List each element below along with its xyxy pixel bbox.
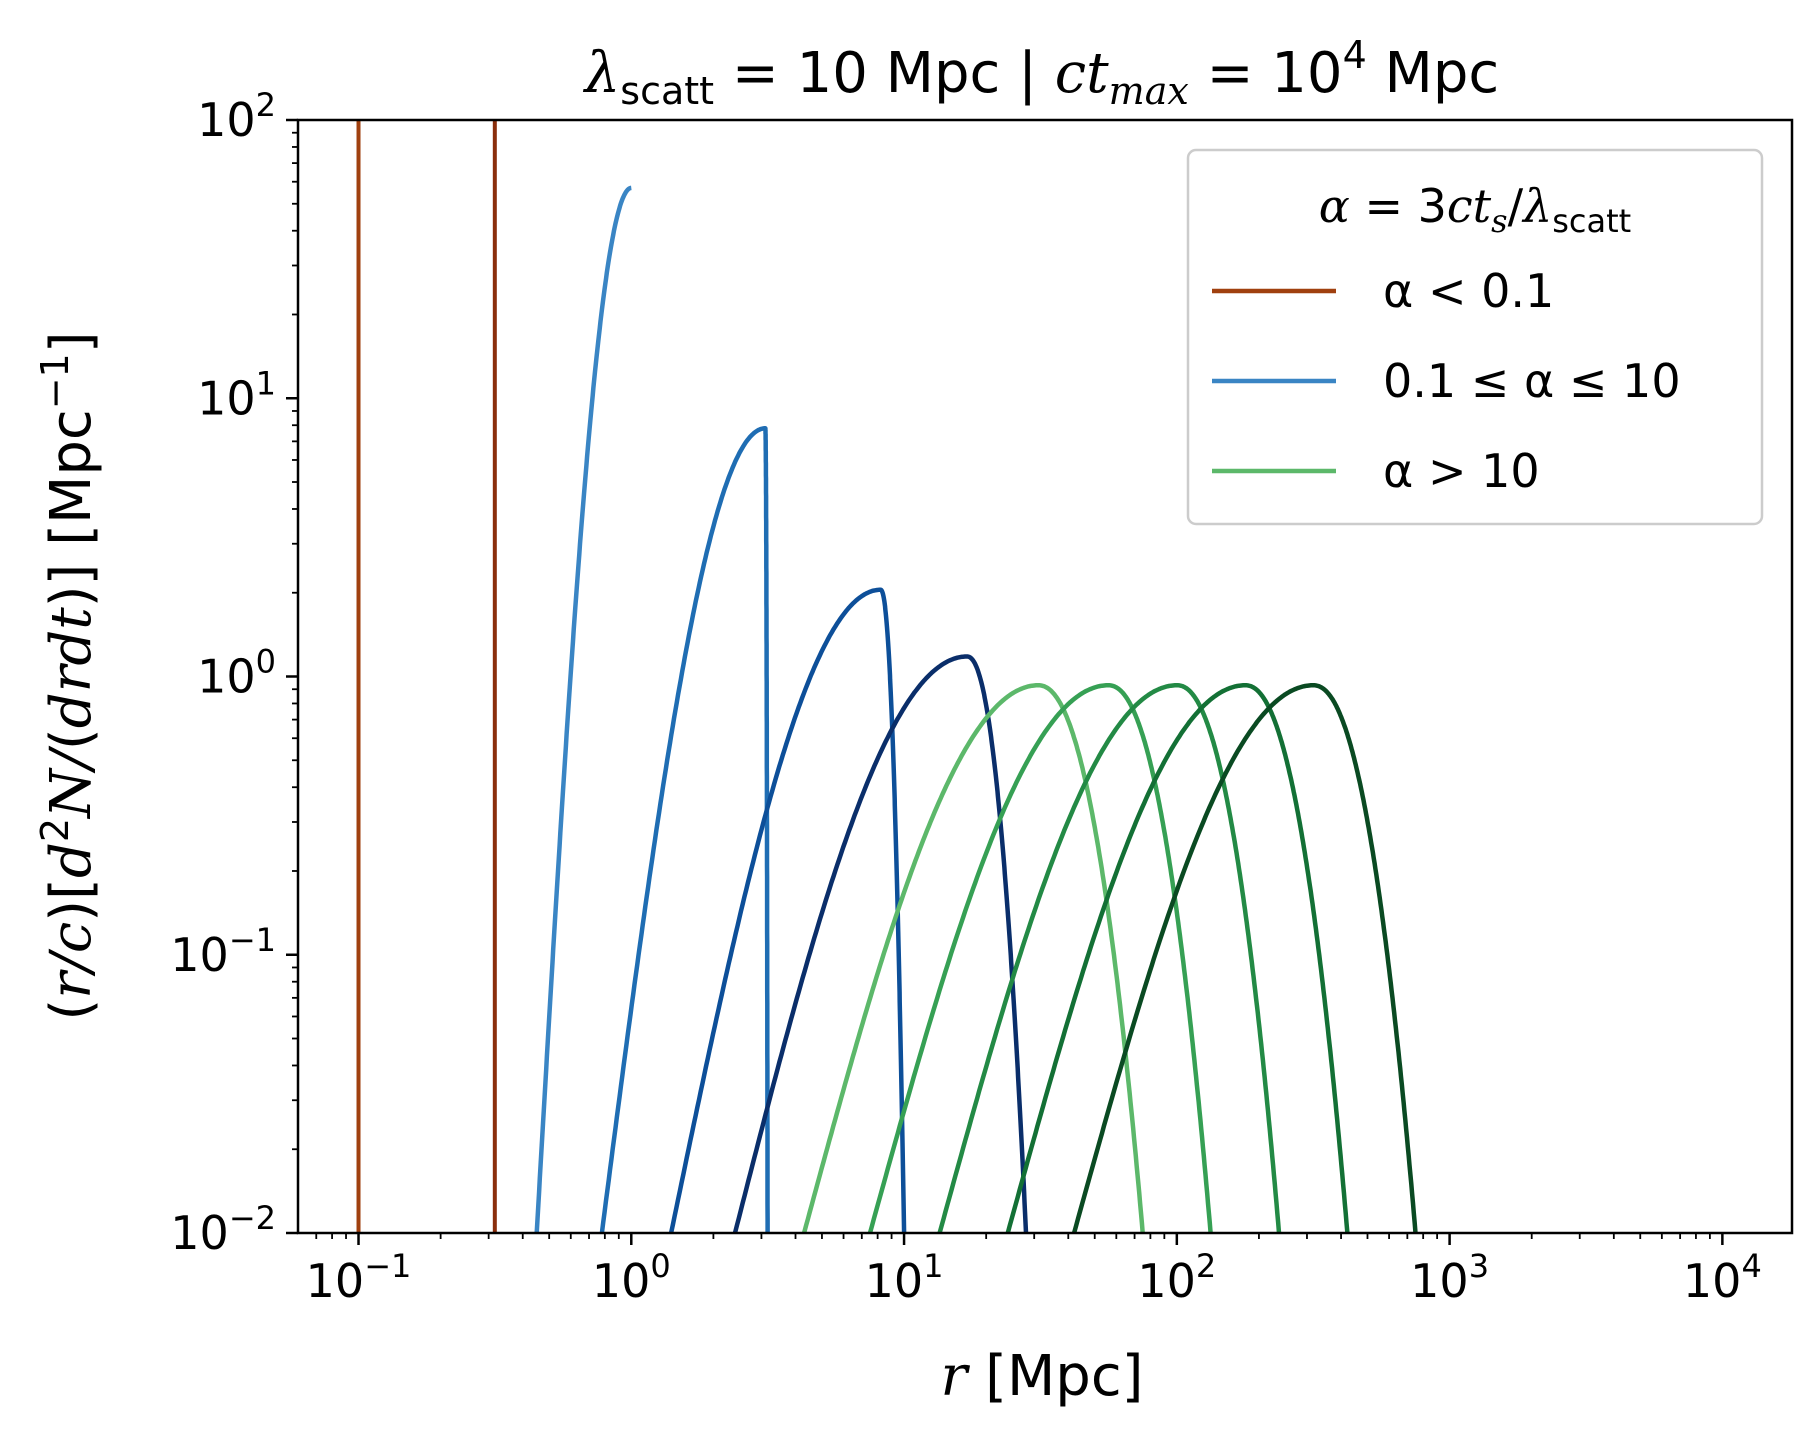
series-line-7 [867,683,1213,1233]
ticks-layer: 10−1 100 101 102 103 104 10−2 10−1 100 101 102 [170,86,1762,1308]
x-tick-label-2: 101 [865,1247,944,1308]
x-axis-label: r [Mpc] [941,1344,1144,1409]
legend-label-0: α < 0.1 [1383,264,1554,318]
y-tick-label-2: 100 [197,643,276,704]
legend-entries: α < 0.1 0.1 ≤ α ≤ 10 α > 10 [1212,264,1681,498]
legend-box [1186,148,1764,526]
legend: α = 3cts/λscatt α < 0.1 0.1 ≤ α ≤ 10 α > 1… [1186,148,1764,526]
series-line-6 [801,683,1145,1233]
y-tick-label-0: 10−2 [170,1199,276,1260]
y-axis-label: (r/c)[d2N/(drdt)] [Mpc−1] [33,331,104,1020]
series-layer [356,120,1418,1233]
x-tick-label-4: 103 [1410,1247,1489,1308]
y-tick-label-4: 102 [197,86,276,147]
chart-title: λscatt = 10 Mpc | ctmax = 104 Mpc [583,33,1499,113]
series-line-2 [534,185,633,1233]
legend-title: α = 3cts/λscatt [1319,179,1631,240]
legend-label-1: 0.1 ≤ α ≤ 10 [1383,354,1681,408]
series-line-4 [668,587,907,1233]
series-line-10 [1071,683,1418,1233]
series-line-8 [937,683,1282,1233]
x-tick-label-1: 100 [592,1247,671,1308]
y-tick-label-1: 10−1 [170,921,276,982]
plot-area: 10−1 100 101 102 103 104 10−2 10−1 100 101 102 [170,86,1794,1308]
series-line-5 [732,654,1029,1233]
x-tick-label-5: 104 [1683,1247,1762,1308]
series-line-3 [599,426,770,1233]
x-tick-label-3: 102 [1137,1247,1216,1308]
y-tick-label-3: 101 [197,364,276,425]
x-tick-label-0: 10−1 [306,1247,412,1308]
legend-label-2: α > 10 [1383,444,1540,498]
series-line-9 [1005,683,1350,1233]
